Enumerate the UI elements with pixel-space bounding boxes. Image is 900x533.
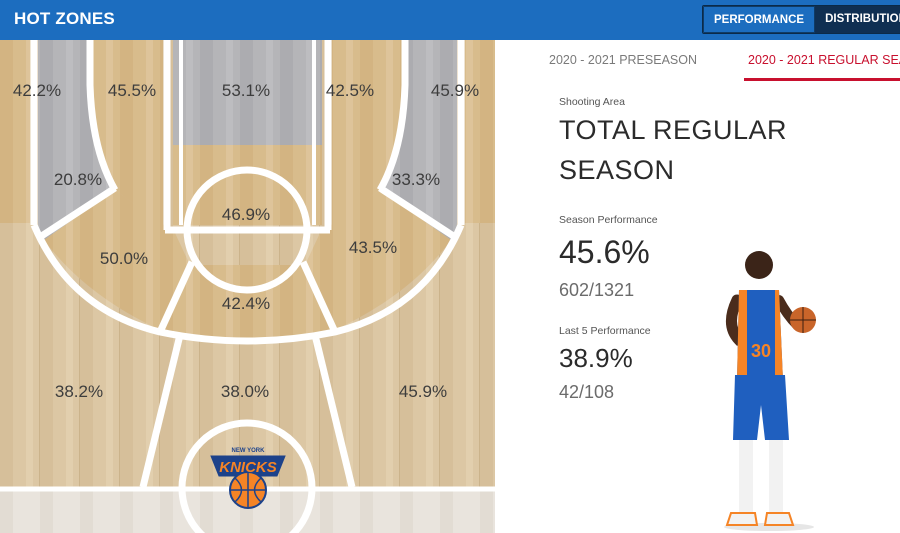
zone-free-throw[interactable] <box>173 145 322 225</box>
knicks-logo: NEW YORK KNICKS <box>210 448 286 509</box>
zone-value-right-baseline-mid: 33.3% <box>391 170 441 189</box>
shot-chart-court: NEW YORK KNICKS 42.2% 45.5% 53.1% 42.5% … <box>0 40 495 533</box>
view-toggle: PERFORMANCE DISTRIBUTION <box>702 5 900 34</box>
logo-text-top: NEW YORK <box>232 448 266 454</box>
distribution-toggle-button[interactable]: DISTRIBUTION <box>815 6 900 33</box>
zone-value-top-3: 38.0% <box>220 382 270 401</box>
zone-right-elbow-mid[interactable] <box>305 190 451 330</box>
shooting-area-line1: TOTAL REGULAR <box>559 115 788 145</box>
header-bar: HOT ZONES PERFORMANCE DISTRIBUTION <box>0 0 900 40</box>
zone-value-right-wing-3: 45.9% <box>398 382 448 401</box>
zone-value-left-elbow-mid: 50.0% <box>99 249 149 268</box>
zone-top-key-mid[interactable] <box>160 265 335 340</box>
zone-value-paint: 53.1% <box>221 81 271 100</box>
zone-left-wing-mid[interactable] <box>90 40 163 225</box>
season-tabs: 2020 - 2021 PRESEASON 2020 - 2021 REGULA… <box>527 40 900 82</box>
zone-paint[interactable] <box>173 40 322 175</box>
season-performance-fraction: 602/1321 <box>559 280 635 300</box>
player-image: 30 <box>724 251 816 531</box>
tab-regular-season[interactable]: 2020 - 2021 REGULAR SEASON <box>748 53 900 67</box>
last5-performance-pct: 38.9% <box>559 343 633 373</box>
zone-right-wing-mid[interactable] <box>332 40 405 225</box>
stats-panel: 2020 - 2021 PRESEASON 2020 - 2021 REGULA… <box>497 40 900 533</box>
zone-value-left-corner-3: 42.2% <box>12 81 62 100</box>
player-jersey-number: 30 <box>751 341 771 361</box>
shooting-area-label: Shooting Area <box>559 96 625 108</box>
zone-value-right-wing-mid: 42.5% <box>325 81 375 100</box>
page-title: HOT ZONES <box>14 9 115 28</box>
zone-right-baseline-mid[interactable] <box>380 40 457 240</box>
logo-text-main: KNICKS <box>219 459 277 476</box>
zone-value-left-wing-3: 38.2% <box>54 382 104 401</box>
zone-value-right-elbow-mid: 43.5% <box>348 238 398 257</box>
zone-value-left-baseline-mid: 20.8% <box>53 170 103 189</box>
tab-preseason[interactable]: 2020 - 2021 PRESEASON <box>549 53 697 67</box>
zone-value-top-key-mid: 42.4% <box>221 294 271 313</box>
active-tab-underline <box>744 78 900 81</box>
zone-value-left-wing-mid: 45.5% <box>107 81 157 100</box>
court-svg <box>0 40 495 533</box>
zone-left-corner-3[interactable] <box>0 40 30 223</box>
zone-left-elbow-mid[interactable] <box>44 190 190 330</box>
zone-value-right-corner-3: 45.9% <box>430 81 480 100</box>
last5-performance-fraction: 42/108 <box>559 382 615 402</box>
season-performance-label: Season Performance <box>559 214 658 226</box>
zone-left-baseline-mid[interactable] <box>38 40 115 240</box>
performance-toggle-button[interactable]: PERFORMANCE <box>703 6 816 33</box>
last5-performance-label: Last 5 Performance <box>559 325 651 337</box>
zone-right-corner-3[interactable] <box>465 40 495 223</box>
shooting-area-line2: SEASON <box>559 155 675 185</box>
season-performance-pct: 45.6% <box>559 234 650 270</box>
zone-value-free-throw: 46.9% <box>221 205 271 224</box>
